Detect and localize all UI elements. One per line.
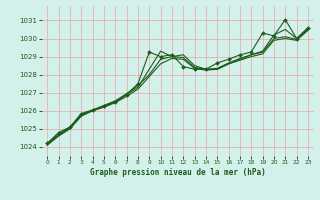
X-axis label: Graphe pression niveau de la mer (hPa): Graphe pression niveau de la mer (hPa) xyxy=(90,168,266,177)
